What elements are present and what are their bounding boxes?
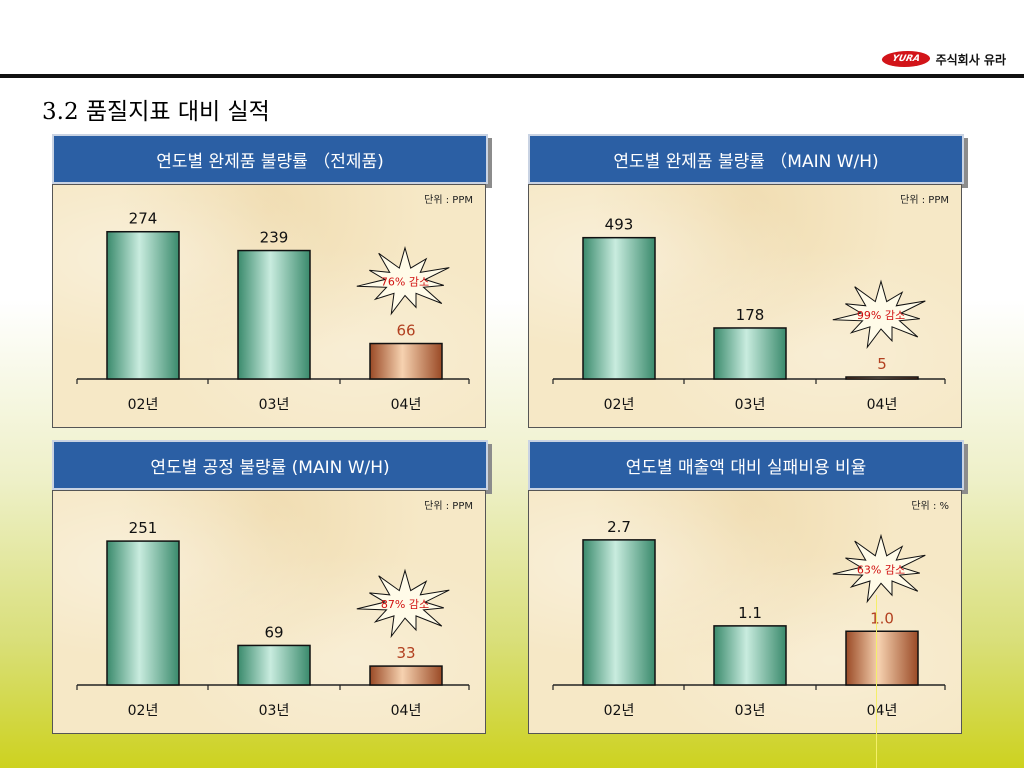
bar-04년 <box>845 630 919 686</box>
chart-panel-failure-cost: 연도별 매출액 대비 실패비용 비율 단위 : % 2.7 02년 1.1 03년 1.… <box>528 440 964 734</box>
value-label: 251 <box>129 519 158 537</box>
value-label: 239 <box>260 229 289 247</box>
category-label: 02년 <box>604 397 635 413</box>
bar-chart: 251 02년 69 03년 33 04년 87% 감소 <box>76 519 470 719</box>
category-label: 04년 <box>867 397 898 413</box>
company-name: 주식회사 유라 <box>935 52 1006 67</box>
bar-03년 <box>237 249 311 380</box>
chart-area: 단위 : PPM 274 02년 239 03년 66 04년 76% 감소 <box>52 184 486 428</box>
bar-chart: 274 02년 239 03년 66 04년 76% 감소 <box>76 210 470 413</box>
bar-03년 <box>237 644 311 686</box>
bar-04년 <box>369 665 443 686</box>
bar-chart: 493 02년 178 03년 5 04년 99% 감소 <box>552 216 946 413</box>
unit-label: 단위 : PPM <box>424 501 473 512</box>
callout-burst <box>356 568 450 639</box>
yura-logo-mark: YURA <box>879 51 932 67</box>
category-label: 03년 <box>259 397 290 413</box>
decorative-line <box>876 595 877 768</box>
callout-burst <box>832 533 926 604</box>
value-label: 66 <box>396 322 415 340</box>
chart-title: 연도별 완제품 불량률 （MAIN W/H) <box>528 134 964 184</box>
category-label: 03년 <box>735 703 766 719</box>
category-label: 02년 <box>604 703 635 719</box>
value-label: 33 <box>396 644 415 662</box>
callout-text: 76% 감소 <box>381 276 429 289</box>
chart-title: 연도별 매출액 대비 실패비용 비율 <box>528 440 964 490</box>
category-label: 04년 <box>867 703 898 719</box>
chart-area: 단위 : PPM 493 02년 178 03년 5 04년 99% 감소 <box>528 184 962 428</box>
chart-area: 단위 : % 2.7 02년 1.1 03년 1.0 04년 63% 감소 <box>528 490 962 734</box>
chart-title: 연도별 공정 불량률 (MAIN W/H) <box>52 440 488 490</box>
value-label: 493 <box>605 216 634 234</box>
chart-panel-defect-main-wh: 연도별 완제품 불량률 （MAIN W/H) 단위 : PPM 493 02년 17… <box>528 134 964 428</box>
callout-text: 99% 감소 <box>857 309 905 322</box>
category-label: 02년 <box>128 397 159 413</box>
unit-label: 단위 : PPM <box>900 195 949 206</box>
chart-panel-defect-all: 연도별 완제품 불량률 （전제품) 단위 : PPM 274 02년 239 03년 6… <box>52 134 488 428</box>
value-label: 274 <box>129 210 158 228</box>
category-label: 02년 <box>128 703 159 719</box>
category-label: 04년 <box>391 397 422 413</box>
bar-04년 <box>845 376 919 380</box>
bar-04년 <box>369 342 443 380</box>
bar-02년 <box>106 230 180 380</box>
value-label: 1.0 <box>870 609 894 627</box>
company-logo: YURA 주식회사 유라 <box>879 48 1006 70</box>
bar-chart: 2.7 02년 1.1 03년 1.0 04년 63% 감소 <box>552 518 946 719</box>
value-label: 69 <box>264 623 283 641</box>
value-label: 1.1 <box>738 604 762 622</box>
category-label: 04년 <box>391 703 422 719</box>
bar-03년 <box>713 327 787 380</box>
chart-title: 연도별 완제품 불량률 （전제품) <box>52 134 488 184</box>
bar-02년 <box>582 236 656 380</box>
chart-area: 단위 : PPM 251 02년 69 03년 33 04년 87% 감소 <box>52 490 486 734</box>
unit-label: 단위 : PPM <box>424 195 473 206</box>
value-label: 178 <box>736 306 765 324</box>
page-title: 3.2 품질지표 대비 실적 <box>42 99 270 125</box>
bar-02년 <box>106 540 180 686</box>
unit-label: 단위 : % <box>911 501 949 512</box>
category-label: 03년 <box>259 703 290 719</box>
callout-text: 63% 감소 <box>857 563 905 576</box>
callout-text: 87% 감소 <box>381 598 429 611</box>
chart-panel-process-defect: 연도별 공정 불량률 (MAIN W/H) 단위 : PPM 251 02년 69 0… <box>52 440 488 734</box>
bar-02년 <box>582 539 656 686</box>
bar-03년 <box>713 625 787 686</box>
callout-burst <box>832 279 926 350</box>
header-rule <box>0 74 1024 78</box>
value-label: 2.7 <box>607 518 631 536</box>
category-label: 03년 <box>735 397 766 413</box>
callout-burst <box>356 246 450 316</box>
value-label: 5 <box>877 355 887 373</box>
